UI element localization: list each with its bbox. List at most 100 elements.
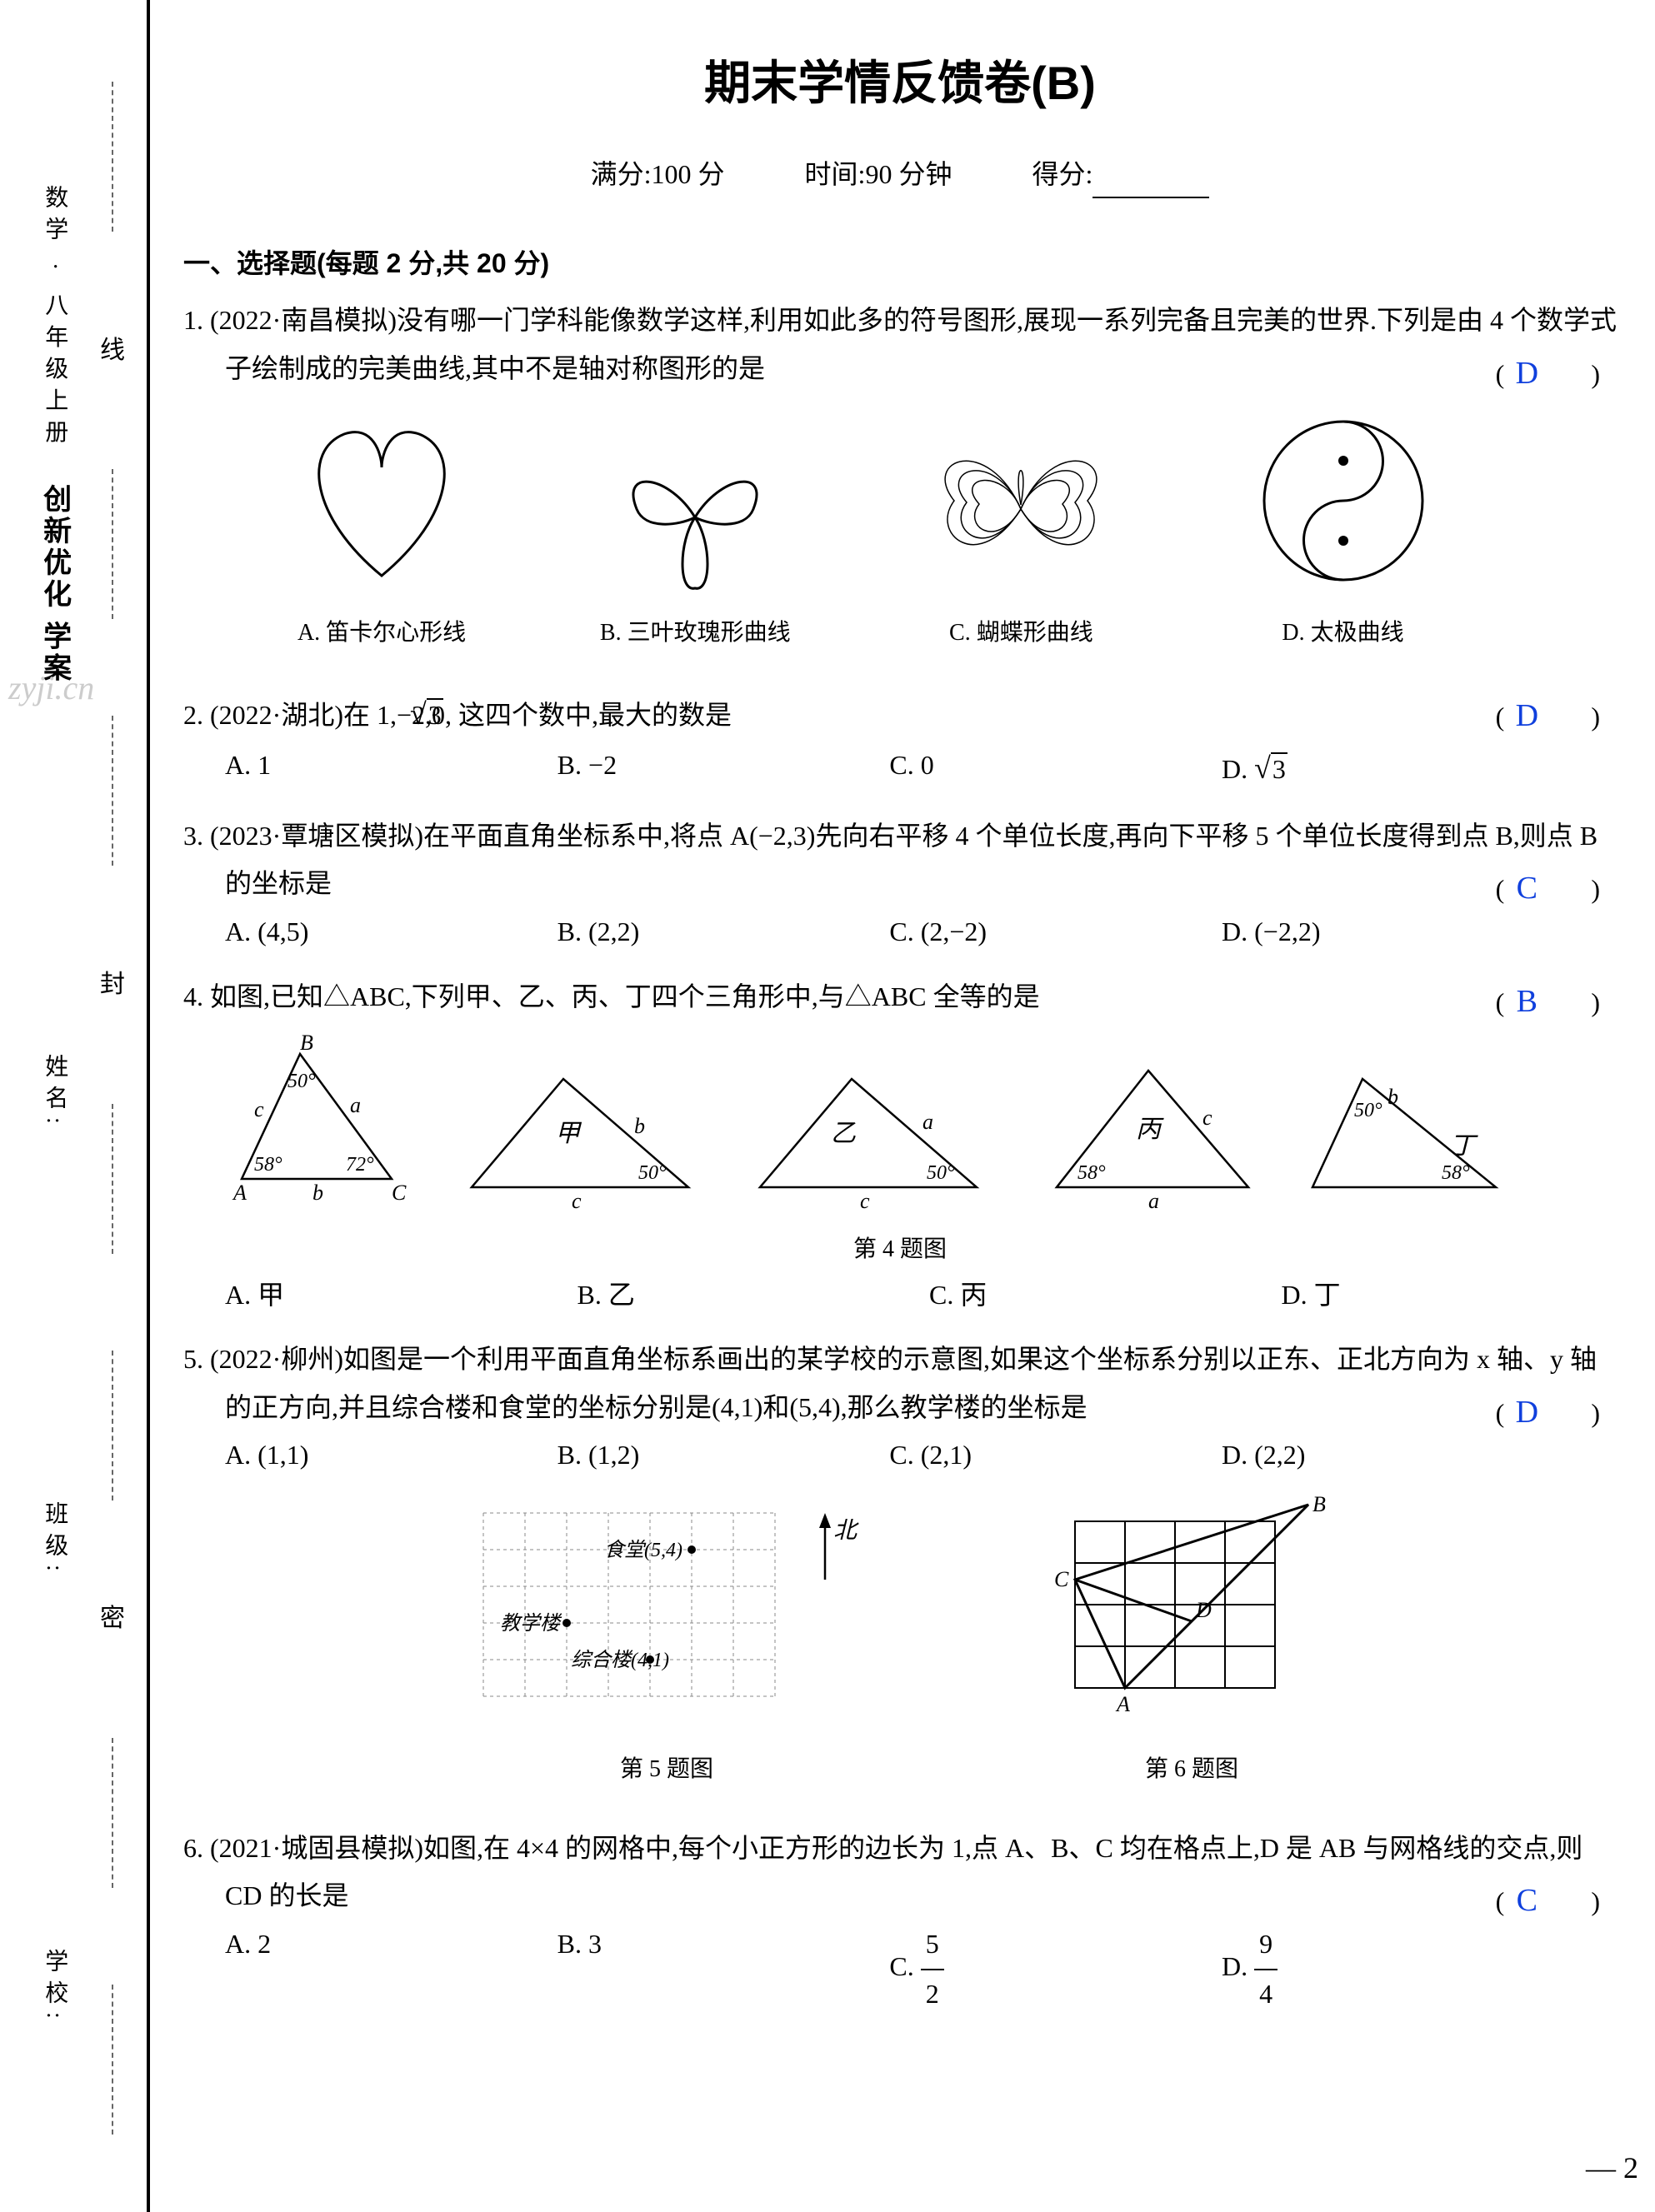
main-content: 期末学情反馈卷(B) 满分:100 分 时间:90 分钟 得分: 一、选择题(每… <box>183 42 1617 2035</box>
svg-text:58°: 58° <box>1078 1162 1106 1184</box>
time-limit: 时间:90 分钟 <box>805 159 952 189</box>
question-5: 5. (2022·柳州)如图是一个利用平面直角坐标系画出的某学校的示意图,如果这… <box>183 1336 1617 1808</box>
q4-answer: B <box>1531 973 1564 1030</box>
q2-opt-d: D. 3 <box>1222 741 1538 796</box>
full-score: 满分:100 分 <box>591 159 725 189</box>
q1-opt-b: B. 三叶玫瑰形曲线 <box>599 612 791 654</box>
q6-opt-a: A. 2 <box>225 1920 541 2018</box>
school-map-icon: 食堂(5,4) 教学楼 综合楼(4,1) 北 <box>458 1496 875 1730</box>
svg-text:c: c <box>254 1097 264 1121</box>
svg-text:c: c <box>1202 1106 1212 1130</box>
svg-text:B: B <box>1312 1496 1326 1516</box>
q4-text: 4. 如图,已知△ABC,下列甲、乙、丙、丁四个三角形中,与△ABC 全等的是 <box>183 981 1040 1011</box>
svg-text:58°: 58° <box>254 1154 282 1176</box>
q2-answer: D <box>1531 687 1564 744</box>
butterfly-curve-icon <box>912 409 1129 592</box>
q3-opt-c: C. (2,−2) <box>889 908 1205 956</box>
grid-triangle-icon: A B C D <box>1042 1496 1342 1730</box>
svg-text:食堂(5,4): 食堂(5,4) <box>604 1539 682 1561</box>
q2-opt-c: C. 0 <box>889 741 1205 796</box>
svg-text:a: a <box>922 1110 933 1134</box>
svg-text:50°: 50° <box>927 1162 955 1184</box>
triangle-yi-icon: 乙 50° a c <box>743 1054 993 1221</box>
watermark: zyji.cn <box>8 658 94 718</box>
page-number: — 2 <box>1586 2141 1638 2195</box>
q2-sqrt: 3 <box>427 698 443 730</box>
question-6: 6. (2021·城固县模拟)如图,在 4×4 的网格中,每个小正方形的边长为 … <box>183 1825 1617 2018</box>
q2-suffix: 这四个数中,最大的数是 <box>452 700 732 730</box>
q1-figures: A. 笛卡尔心形线 B. 三叶玫瑰形曲线 <box>183 392 1538 671</box>
triangle-bing-icon: 丙 58° c a <box>1032 1054 1265 1221</box>
q4-figures: B A C 50° 58° 72° c a b 甲 50° b c 乙 50° <box>183 1021 1538 1229</box>
svg-text:50°: 50° <box>288 1071 316 1092</box>
q5-opt-b: B. (1,2) <box>558 1431 873 1480</box>
q5-text: 5. (2022·柳州)如图是一个利用平面直角坐标系画出的某学校的示意图,如果这… <box>183 1344 1597 1422</box>
q1-opt-d: D. 太极曲线 <box>1252 612 1435 654</box>
svg-text:72°: 72° <box>346 1154 374 1176</box>
seal-char-1: 线 <box>100 328 125 373</box>
svg-text:乙: 乙 <box>831 1120 856 1147</box>
q6-opt-c: C. 52 <box>889 1920 1205 2018</box>
spine-field-name: 姓名: <box>33 1054 75 1132</box>
svg-text:C: C <box>1054 1567 1069 1591</box>
spine-field-class: 班级: <box>33 1501 75 1580</box>
q1-answer: D <box>1531 345 1564 402</box>
spine-subject: 数学 · 八年级上册 <box>33 185 75 451</box>
svg-text:丁: 丁 <box>1450 1132 1478 1160</box>
seal-char-2: 封 <box>100 962 125 1007</box>
triangle-abc-icon: B A C 50° 58° 72° c a b <box>208 1029 417 1221</box>
svg-text:b: b <box>634 1114 645 1138</box>
q3-answer-paren: ( C ) <box>1538 860 1600 916</box>
svg-text:A: A <box>232 1181 247 1205</box>
q2-answer-paren: ( D ) <box>1538 687 1600 744</box>
q6-answer-paren: ( C ) <box>1538 1872 1600 1929</box>
svg-text:a: a <box>350 1093 361 1117</box>
question-4: 4. 如图,已知△ABC,下列甲、乙、丙、丁四个三角形中,与△ABC 全等的是 … <box>183 973 1617 1320</box>
q1-text: 1. (2022·南昌模拟)没有哪一门学科能像数学这样,利用如此多的符号图形,展… <box>183 305 1617 383</box>
svg-text:综合楼(4,1): 综合楼(4,1) <box>571 1649 669 1671</box>
heart-curve-icon <box>286 409 478 592</box>
rose-curve-icon <box>599 409 791 592</box>
svg-text:A: A <box>1115 1692 1130 1716</box>
svg-text:b: b <box>312 1181 323 1205</box>
q1-opt-a: A. 笛卡尔心形线 <box>286 612 478 654</box>
q3-text: 3. (2023·覃塘区模拟)在平面直角坐标系中,将点 A(−2,3)先向右平移… <box>183 821 1598 899</box>
q6-caption: 第 6 题图 <box>1042 1749 1342 1790</box>
score-blank[interactable] <box>1092 173 1209 198</box>
svg-text:B: B <box>300 1031 313 1055</box>
score-label: 得分: <box>1032 159 1092 189</box>
q4-opt-a: A. 甲 <box>225 1271 561 1320</box>
seal-char-3: 密 <box>100 1596 125 1641</box>
svg-text:D: D <box>1195 1598 1212 1622</box>
triangle-ding-icon: 50° 58° b 丁 <box>1304 1054 1512 1221</box>
spine-brand: 创新优化 学案 <box>28 484 79 685</box>
q6-opt-d: D. 94 <box>1222 1920 1538 2018</box>
page-title: 期末学情反馈卷(B) <box>183 42 1617 126</box>
question-2: 2. (2022·湖北)在 1,−2,0,3 这四个数中,最大的数是 ( D )… <box>183 687 1617 796</box>
exam-info: 满分:100 分 时间:90 分钟 得分: <box>183 151 1617 199</box>
q5-opt-d: D. (2,2) <box>1222 1431 1538 1480</box>
spine-field-school: 学校: <box>33 1949 75 2027</box>
q6-text: 6. (2021·城固县模拟)如图,在 4×4 的网格中,每个小正方形的边长为 … <box>183 1833 1582 1911</box>
svg-text:北: 北 <box>833 1518 859 1544</box>
q4-opt-c: C. 丙 <box>929 1271 1265 1320</box>
q3-opt-d: D. (−2,2) <box>1222 908 1538 956</box>
q5-caption: 第 5 题图 <box>458 1749 875 1790</box>
q6-opt-b: B. 3 <box>558 1920 873 2018</box>
question-3: 3. (2023·覃塘区模拟)在平面直角坐标系中,将点 A(−2,3)先向右平移… <box>183 812 1617 956</box>
section-1-title: 一、选择题(每题 2 分,共 20 分) <box>183 240 1617 288</box>
q1-opt-c: C. 蝴蝶形曲线 <box>912 612 1129 654</box>
question-1: 1. (2022·南昌模拟)没有哪一门学科能像数学这样,利用如此多的符号图形,展… <box>183 297 1617 671</box>
q4-answer-paren: ( B ) <box>1538 973 1600 1030</box>
q5-opt-a: A. (1,1) <box>225 1431 541 1480</box>
triangle-jia-icon: 甲 50° b c <box>455 1054 705 1221</box>
q5-answer-paren: ( D ) <box>1538 1384 1600 1441</box>
q2-opt-a: A. 1 <box>225 741 541 796</box>
seal-line: 线 封 密 <box>100 33 125 2183</box>
svg-text:a: a <box>1148 1189 1159 1213</box>
q3-opt-b: B. (2,2) <box>558 908 873 956</box>
q4-opt-d: D. 丁 <box>1282 1271 1618 1320</box>
svg-text:C: C <box>392 1181 407 1205</box>
svg-text:c: c <box>860 1189 870 1213</box>
svg-text:50°: 50° <box>1354 1100 1382 1121</box>
